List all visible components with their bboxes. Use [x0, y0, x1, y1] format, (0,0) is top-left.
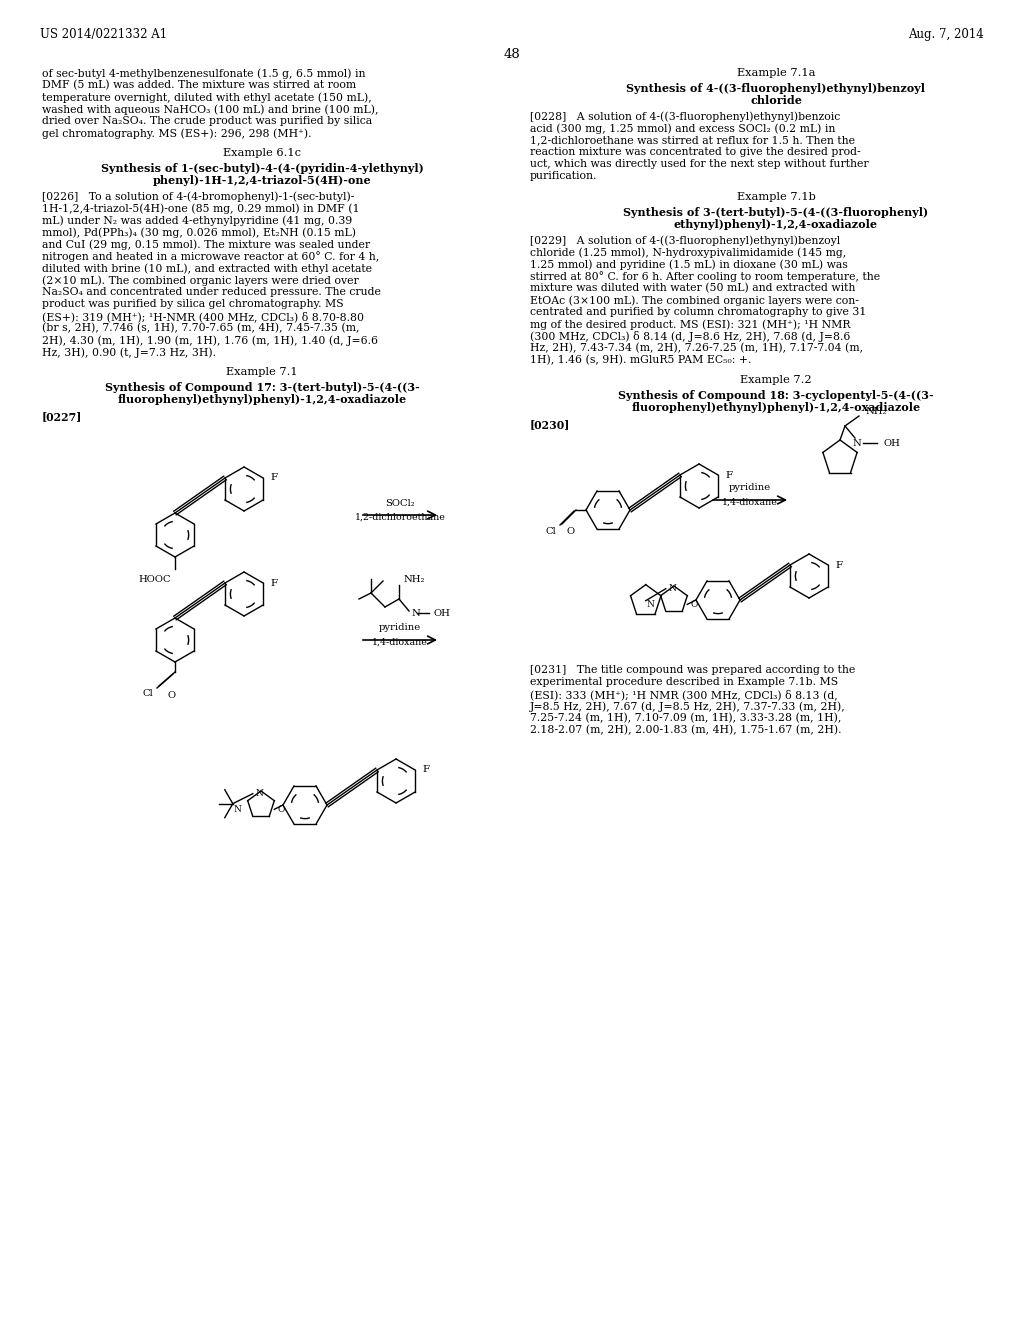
Text: 1,2-dichloroethane was stirred at reflux for 1.5 h. Then the: 1,2-dichloroethane was stirred at reflux…: [530, 135, 855, 145]
Text: temperature overnight, diluted with ethyl acetate (150 mL),: temperature overnight, diluted with ethy…: [42, 92, 372, 103]
Text: chloride: chloride: [750, 95, 802, 106]
Text: (ES+): 319 (MH⁺); ¹H-NMR (400 MHz, CDCl₃) δ 8.70-8.80: (ES+): 319 (MH⁺); ¹H-NMR (400 MHz, CDCl₃…: [42, 312, 364, 322]
Text: Example 7.1b: Example 7.1b: [736, 191, 815, 202]
Text: N: N: [233, 805, 242, 814]
Text: (2×10 mL). The combined organic layers were dried over: (2×10 mL). The combined organic layers w…: [42, 275, 358, 285]
Text: pyridine: pyridine: [379, 623, 421, 632]
Text: [0227]: [0227]: [42, 411, 82, 422]
Text: 2H), 4.30 (m, 1H), 1.90 (m, 1H), 1.76 (m, 1H), 1.40 (d, J=6.6: 2H), 4.30 (m, 1H), 1.90 (m, 1H), 1.76 (m…: [42, 335, 378, 346]
Text: acid (300 mg, 1.25 mmol) and excess SOCl₂ (0.2 mL) in: acid (300 mg, 1.25 mmol) and excess SOCl…: [530, 123, 836, 133]
Text: uct, which was directly used for the next step without further: uct, which was directly used for the nex…: [530, 158, 868, 169]
Text: F: F: [725, 470, 732, 479]
Text: phenyl)-1H-1,2,4-triazol-5(4H)-one: phenyl)-1H-1,2,4-triazol-5(4H)-one: [153, 176, 372, 186]
Text: mixture was diluted with water (50 mL) and extracted with: mixture was diluted with water (50 mL) a…: [530, 282, 855, 293]
Text: (ESI): 333 (MH⁺); ¹H NMR (300 MHz, CDCl₃) δ 8.13 (d,: (ESI): 333 (MH⁺); ¹H NMR (300 MHz, CDCl₃…: [530, 689, 838, 700]
Text: nitrogen and heated in a microwave reactor at 60° C. for 4 h,: nitrogen and heated in a microwave react…: [42, 251, 379, 261]
Text: (300 MHz, CDCl₃) δ 8.14 (d, J=8.6 Hz, 2H), 7.68 (d, J=8.6: (300 MHz, CDCl₃) δ 8.14 (d, J=8.6 Hz, 2H…: [530, 331, 850, 342]
Text: OH: OH: [433, 609, 450, 618]
Text: 48: 48: [504, 48, 520, 61]
Text: N: N: [255, 789, 263, 799]
Text: US 2014/0221332 A1: US 2014/0221332 A1: [40, 28, 167, 41]
Text: 1.25 mmol) and pyridine (1.5 mL) in dioxane (30 mL) was: 1.25 mmol) and pyridine (1.5 mL) in diox…: [530, 259, 848, 269]
Text: F: F: [422, 766, 429, 775]
Text: (br s, 2H), 7.746 (s, 1H), 7.70-7.65 (m, 4H), 7.45-7.35 (m,: (br s, 2H), 7.746 (s, 1H), 7.70-7.65 (m,…: [42, 323, 359, 334]
Text: [0230]: [0230]: [530, 418, 570, 430]
Text: F: F: [270, 474, 278, 483]
Text: Example 7.1a: Example 7.1a: [736, 69, 815, 78]
Text: HOOC: HOOC: [138, 574, 171, 583]
Text: [0226]   To a solution of 4-(4-bromophenyl)-1-(sec-butyl)-: [0226] To a solution of 4-(4-bromophenyl…: [42, 191, 354, 202]
Text: and CuI (29 mg, 0.15 mmol). The mixture was sealed under: and CuI (29 mg, 0.15 mmol). The mixture …: [42, 239, 370, 249]
Text: Synthesis of Compound 17: 3-(tert-butyl)-5-(4-((3-: Synthesis of Compound 17: 3-(tert-butyl)…: [104, 381, 420, 393]
Text: reaction mixture was concentrated to give the desired prod-: reaction mixture was concentrated to giv…: [530, 147, 860, 157]
Text: 1H), 1.46 (s, 9H). mGluR5 PAM EC₅₀: +.: 1H), 1.46 (s, 9H). mGluR5 PAM EC₅₀: +.: [530, 355, 752, 366]
Text: N: N: [411, 609, 420, 618]
Text: 7.25-7.24 (m, 1H), 7.10-7.09 (m, 1H), 3.33-3.28 (m, 1H),: 7.25-7.24 (m, 1H), 7.10-7.09 (m, 1H), 3.…: [530, 713, 842, 723]
Text: Cl: Cl: [142, 689, 153, 698]
Text: NH₂: NH₂: [865, 408, 887, 417]
Text: N: N: [647, 599, 654, 609]
Text: NH₂: NH₂: [403, 574, 425, 583]
Text: diluted with brine (10 mL), and extracted with ethyl acetate: diluted with brine (10 mL), and extracte…: [42, 263, 372, 273]
Text: gel chromatography. MS (ES+): 296, 298 (MH⁺).: gel chromatography. MS (ES+): 296, 298 (…: [42, 128, 311, 139]
Text: O: O: [168, 692, 176, 701]
Text: OH: OH: [883, 438, 900, 447]
Text: fluorophenyl)ethynyl)phenyl)-1,2,4-oxadiazole: fluorophenyl)ethynyl)phenyl)-1,2,4-oxadi…: [118, 393, 407, 405]
Text: 2.18-2.07 (m, 2H), 2.00-1.83 (m, 4H), 1.75-1.67 (m, 2H).: 2.18-2.07 (m, 2H), 2.00-1.83 (m, 4H), 1.…: [530, 725, 842, 735]
Text: product was purified by silica gel chromatography. MS: product was purified by silica gel chrom…: [42, 300, 344, 309]
Text: 1H-1,2,4-triazol-5(4H)-one (85 mg, 0.29 mmol) in DMF (1: 1H-1,2,4-triazol-5(4H)-one (85 mg, 0.29 …: [42, 203, 359, 214]
Text: fluorophenyl)ethynyl)phenyl)-1,2,4-oxadiazole: fluorophenyl)ethynyl)phenyl)-1,2,4-oxadi…: [632, 403, 921, 413]
Text: Synthesis of 1-(sec-butyl)-4-(4-(pyridin-4-ylethynyl): Synthesis of 1-(sec-butyl)-4-(4-(pyridin…: [100, 162, 423, 174]
Text: F: F: [836, 561, 842, 569]
Text: J=8.5 Hz, 2H), 7.67 (d, J=8.5 Hz, 2H), 7.37-7.33 (m, 2H),: J=8.5 Hz, 2H), 7.67 (d, J=8.5 Hz, 2H), 7…: [530, 701, 846, 711]
Text: mmol), Pd(PPh₃)₄ (30 mg, 0.026 mmol), Et₂NH (0.15 mL): mmol), Pd(PPh₃)₄ (30 mg, 0.026 mmol), Et…: [42, 227, 356, 238]
Text: [0231]   The title compound was prepared according to the: [0231] The title compound was prepared a…: [530, 665, 855, 675]
Text: Example 6.1c: Example 6.1c: [223, 148, 301, 158]
Text: N: N: [669, 585, 676, 593]
Text: Hz, 3H), 0.90 (t, J=7.3 Hz, 3H).: Hz, 3H), 0.90 (t, J=7.3 Hz, 3H).: [42, 347, 216, 358]
Text: DMF (5 mL) was added. The mixture was stirred at room: DMF (5 mL) was added. The mixture was st…: [42, 81, 356, 90]
Text: Example 7.1: Example 7.1: [226, 367, 298, 378]
Text: stirred at 80° C. for 6 h. After cooling to room temperature, the: stirred at 80° C. for 6 h. After cooling…: [530, 271, 880, 282]
Text: of sec-butyl 4-methylbenzenesulfonate (1.5 g, 6.5 mmol) in: of sec-butyl 4-methylbenzenesulfonate (1…: [42, 69, 366, 79]
Text: Hz, 2H), 7.43-7.34 (m, 2H), 7.26-7.25 (m, 1H), 7.17-7.04 (m,: Hz, 2H), 7.43-7.34 (m, 2H), 7.26-7.25 (m…: [530, 343, 863, 354]
Text: Cl: Cl: [545, 528, 556, 536]
Text: Na₂SO₄ and concentrated under reduced pressure. The crude: Na₂SO₄ and concentrated under reduced pr…: [42, 286, 381, 297]
Text: Example 7.2: Example 7.2: [740, 375, 812, 385]
Text: chloride (1.25 mmol), N-hydroxypivalimidamide (145 mg,: chloride (1.25 mmol), N-hydroxypivalimid…: [530, 247, 846, 257]
Text: [0229]   A solution of 4-((3-fluorophenyl)ethynyl)benzoyl: [0229] A solution of 4-((3-fluorophenyl)…: [530, 235, 841, 246]
Text: dried over Na₂SO₄. The crude product was purified by silica: dried over Na₂SO₄. The crude product was…: [42, 116, 372, 125]
Text: mg of the desired product. MS (ESI): 321 (MH⁺); ¹H NMR: mg of the desired product. MS (ESI): 321…: [530, 319, 851, 330]
Text: washed with aqueous NaHCO₃ (100 mL) and brine (100 mL),: washed with aqueous NaHCO₃ (100 mL) and …: [42, 104, 379, 115]
Text: O: O: [278, 805, 285, 814]
Text: 1,2-dichloroethane: 1,2-dichloroethane: [354, 512, 445, 521]
Text: ethynyl)phenyl)-1,2,4-oxadiazole: ethynyl)phenyl)-1,2,4-oxadiazole: [674, 219, 878, 230]
Text: EtOAc (3×100 mL). The combined organic layers were con-: EtOAc (3×100 mL). The combined organic l…: [530, 294, 859, 305]
Text: purification.: purification.: [530, 172, 597, 181]
Text: mL) under N₂ was added 4-ethynylpyridine (41 mg, 0.39: mL) under N₂ was added 4-ethynylpyridine…: [42, 215, 352, 226]
Text: SOCl₂: SOCl₂: [385, 499, 415, 507]
Text: [0228]   A solution of 4-((3-fluorophenyl)ethynyl)benzoic: [0228] A solution of 4-((3-fluorophenyl)…: [530, 111, 841, 121]
Text: Synthesis of Compound 18: 3-cyclopentyl-5-(4-((3-: Synthesis of Compound 18: 3-cyclopentyl-…: [618, 389, 934, 401]
Text: Synthesis of 3-(tert-butyl)-5-(4-((3-fluorophenyl): Synthesis of 3-(tert-butyl)-5-(4-((3-flu…: [624, 207, 929, 218]
Text: N: N: [853, 438, 861, 447]
Text: O: O: [690, 599, 697, 609]
Text: 1,4-dioxane: 1,4-dioxane: [722, 498, 778, 507]
Text: experimental procedure described in Example 7.1b. MS: experimental procedure described in Exam…: [530, 677, 838, 686]
Text: 1,4-dioxane: 1,4-dioxane: [372, 638, 428, 647]
Text: F: F: [270, 578, 278, 587]
Text: centrated and purified by column chromatography to give 31: centrated and purified by column chromat…: [530, 308, 866, 317]
Text: pyridine: pyridine: [729, 483, 771, 492]
Text: Synthesis of 4-((3-fluorophenyl)ethynyl)benzoyl: Synthesis of 4-((3-fluorophenyl)ethynyl)…: [627, 83, 926, 94]
Text: O: O: [567, 528, 575, 536]
Text: Aug. 7, 2014: Aug. 7, 2014: [908, 28, 984, 41]
